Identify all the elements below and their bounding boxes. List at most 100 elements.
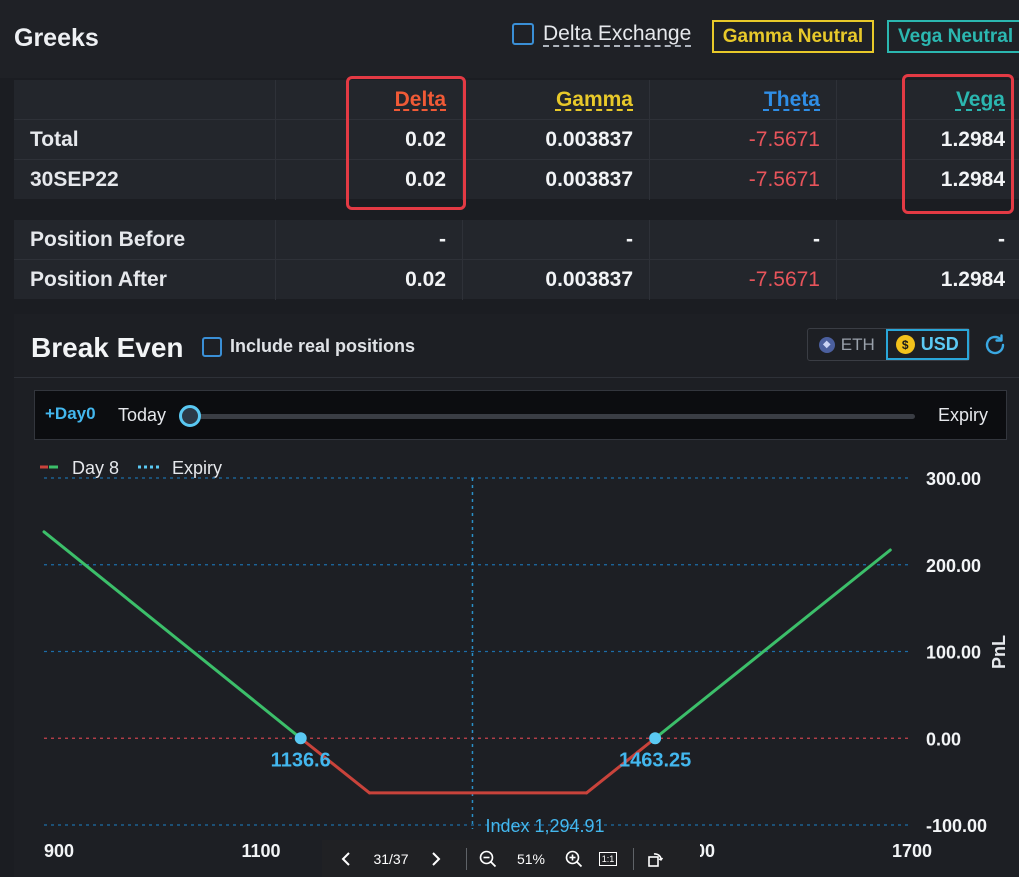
y-tick-label: 200.00 [926,556,981,576]
zoom-in-icon[interactable] [559,840,589,877]
header-delta: Delta [276,80,463,119]
zoom-level: 51% [516,850,546,867]
theta-value: - [650,220,837,259]
row-label: Position After [14,260,276,300]
loss-segment [299,736,371,795]
theta-value: -7.5671 [650,260,837,300]
currency-usd-option[interactable]: $ USD [885,329,969,360]
delta-value: - [276,220,463,259]
currency-eth-label: ETH [840,334,875,354]
position-table: Position Before - - - - Position After 0… [14,220,1019,300]
greeks-table: Delta Gamma Theta Vega Total 0.02 0.0038… [14,80,1019,200]
image-viewer-toolbar: 31/37 51% 1:1 [322,840,700,877]
table-row: 30SEP22 0.02 0.003837 -7.5671 1.2984 [14,160,1019,200]
actual-size-icon[interactable]: 1:1 [589,840,627,877]
y-axis-labels: 300.00 200.00 100.00 0.00 -100.00 [926,469,987,836]
delta-value: 0.02 [276,120,463,159]
y-tick-label: 300.00 [926,469,981,489]
x-tick-label: 900 [44,841,74,861]
break-even-label: 1463.25 [619,749,691,771]
include-real-positions-label[interactable]: Include real positions [230,336,416,356]
profit-segment [42,530,303,740]
header-theta: Theta [650,80,837,119]
day-slider: +Day0 Today Expiry [34,390,1007,440]
header-gamma: Gamma [463,80,650,119]
expiry-label: Expiry [938,405,989,425]
chart-grid [44,477,908,826]
gamma-value: 0.003837 [463,160,650,200]
x-tick-label: 1100 [241,841,280,861]
gamma-value: 0.003837 [463,120,650,159]
theta-value: -7.5671 [650,120,837,159]
header-theta-label: Theta [763,87,820,111]
chevron-left-icon[interactable] [322,840,372,877]
delta-highlight-box [346,76,466,210]
vega-value: 1.2984 [940,268,1005,291]
table-row: Position After 0.02 0.003837 -7.5671 1.2… [14,260,1019,300]
chevron-right-icon[interactable] [410,840,460,877]
toolbar-divider [633,847,634,870]
greeks-title: Greeks [14,24,99,52]
greeks-table-header: Delta Gamma Theta Vega [14,80,1019,120]
break-even-point [649,732,662,745]
include-real-positions-toggle[interactable]: Include real positions [202,336,415,357]
header-vega-label: Vega [955,87,1005,111]
delta-value: 0.02 [276,260,463,300]
zoom-out-icon[interactable] [473,840,503,877]
currency-switch: ◆ ETH $ USD [807,328,970,361]
include-real-positions-checkbox[interactable] [202,336,222,357]
today-label: Today [118,405,167,425]
break-even-markers: 1136.6 1463.25 [271,732,691,771]
vega-value: 1.2984 [940,168,1005,191]
break-even-title: Break Even [31,332,184,363]
profit-segment [653,548,892,740]
index-marker: Index 1,294.91 [471,478,605,836]
rotate-icon[interactable] [640,840,670,877]
gamma-value: 0.003837 [463,260,650,300]
usd-icon: $ [895,335,915,354]
row-label: Position Before [14,220,276,259]
actual-size-label: 1:1 [598,851,618,866]
day-zero-label: +Day0 [45,404,96,423]
table-row: Total 0.02 0.003837 -7.5671 1.2984 [14,120,1019,160]
y-tick-label: -100.00 [926,816,987,836]
x-tick-label: 1700 [892,841,932,861]
header-delta-label: Delta [394,87,446,111]
delta-value: 0.02 [276,160,463,200]
delta-exchange-toggle[interactable]: Delta Exchange [512,22,691,46]
row-label: Total [14,120,276,159]
delta-exchange-label[interactable]: Delta Exchange [543,22,692,45]
currency-eth-option[interactable]: ◆ ETH [808,329,886,360]
greeks-header: Greeks Delta Exchange Gamma Neutral Vega… [0,0,1019,78]
header-vega: Vega [837,80,1019,119]
toolbar-divider [466,847,467,870]
slider-track[interactable] [185,414,915,419]
vega-neutral-button[interactable]: Vega Neutral [887,20,1019,53]
vega-value: 1.2984 [940,127,1005,151]
theta-value: -7.5671 [650,160,837,200]
table-row: Position Before - - - - [14,220,1019,260]
break-even-header: Break Even Include real positions ◆ ETH … [14,314,1019,378]
y-tick-label: 100.00 [926,643,981,663]
chart-legend: Day 8 Expiry [40,458,222,478]
break-even-label: 1136.6 [271,749,331,771]
break-even-panel: Break Even Include real positions ◆ ETH … [14,314,1019,877]
vega-highlight-box [902,74,1014,214]
legend-expiry-label: Expiry [172,458,222,478]
gamma-neutral-button[interactable]: Gamma Neutral [712,20,874,53]
index-label: Index 1,294.91 [485,816,604,836]
y-tick-label: 0.00 [926,729,961,749]
eth-icon: ◆ [818,336,835,353]
y-axis-title: PnL [989,635,1009,669]
loss-segment [585,736,657,795]
currency-usd-label: USD [920,334,959,354]
delta-exchange-checkbox[interactable] [512,23,534,45]
gamma-value: - [463,220,650,259]
slider-thumb[interactable] [179,405,201,427]
page-indicator: 31/37 [373,850,409,867]
refresh-icon[interactable] [982,332,1008,358]
pnl-series [42,530,892,795]
break-even-point [294,732,307,745]
row-label: 30SEP22 [14,160,276,200]
